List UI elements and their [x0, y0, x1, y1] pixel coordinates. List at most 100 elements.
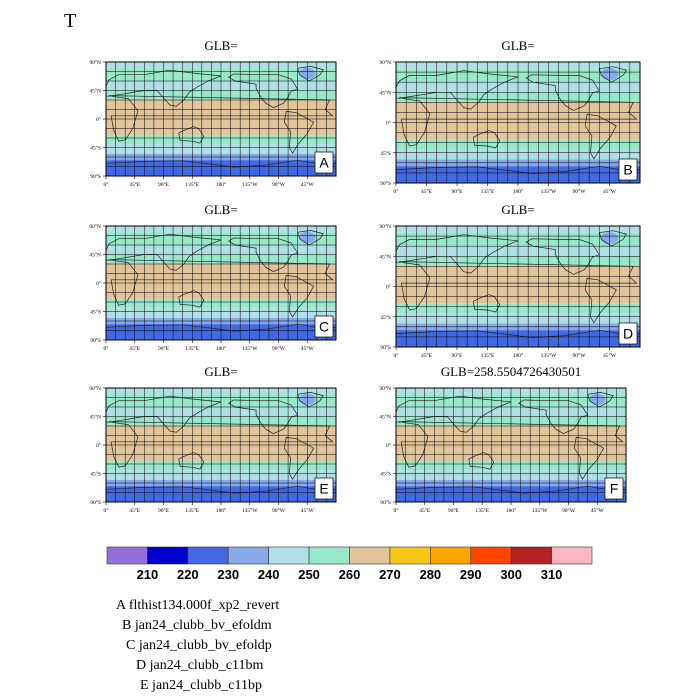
lon-tick-label: 135°W	[242, 507, 258, 514]
continent-outline	[598, 66, 627, 83]
continent-outline	[297, 230, 324, 246]
continent-outline	[472, 294, 501, 313]
lon-tick-label: 135°E	[481, 352, 495, 359]
lat-tick-label: 0°	[96, 116, 101, 123]
lat-tick-label: 0°	[386, 442, 391, 449]
continent-outline	[106, 233, 222, 271]
colorbar-tick-label: 230	[217, 567, 239, 582]
colorbar-tick-label: 240	[258, 567, 280, 582]
colorbar-swatch	[308, 546, 350, 565]
continent-outline	[283, 111, 315, 154]
lat-tick-label: 45°S	[90, 309, 101, 316]
continent-outline	[396, 395, 512, 433]
colorbar-swatch	[187, 546, 229, 565]
case-legend-entry: E jan24_clubb_c11bp	[140, 678, 262, 693]
lat-tick-label: 45°N	[379, 253, 391, 260]
continent-outline	[468, 452, 495, 470]
panel-letter-box	[314, 151, 334, 174]
lon-tick-label: 135°E	[185, 345, 199, 352]
lon-tick-label: 45°W	[591, 507, 605, 514]
continent-outline	[106, 69, 222, 107]
continent-outline	[472, 130, 501, 149]
continent-outline	[584, 278, 617, 324]
lon-tick-label: 0°	[394, 352, 399, 359]
case-legend: A flthist134.000f_xp2_revert B jan24_club…	[116, 598, 279, 693]
map-panel-f: GLB=258.550472643050190°N45°N0°45°S90°S0…	[379, 364, 627, 514]
tibet-plateau	[153, 91, 168, 99]
lat-tick-label: 90°N	[89, 59, 101, 66]
lon-tick-label: 90°E	[158, 345, 170, 352]
continent-outline	[178, 126, 205, 144]
lat-tick-label: 90°N	[89, 223, 101, 230]
continent-outline	[178, 452, 205, 470]
panel-title: GLB=	[204, 38, 237, 53]
lat-tick-label: 0°	[96, 442, 101, 449]
lon-tick-label: 90°E	[158, 181, 170, 188]
colorbar-swatch	[389, 546, 431, 565]
continent-outline	[587, 392, 614, 408]
colorbar-swatch	[349, 546, 391, 565]
map-panel-a: GLB=90°N45°N0°45°S90°S0° 45°E 90°E 135°E 180…	[89, 38, 337, 188]
lon-tick-label: 135°E	[185, 181, 199, 188]
colorbar-tick-label: 220	[177, 567, 199, 582]
continent-outline	[106, 159, 336, 176]
lon-tick-label: 135°W	[242, 181, 258, 188]
map-field	[396, 226, 640, 347]
lat-tick-label: 45°S	[380, 314, 391, 321]
panel-letter: D	[623, 326, 633, 342]
lat-tick-label: 0°	[386, 120, 391, 127]
continent-outline	[178, 290, 205, 308]
lon-tick-label: 135°W	[242, 345, 258, 352]
case-legend-entry: A flthist134.000f_xp2_revert	[116, 598, 279, 613]
lon-tick-label: 90°W	[272, 181, 286, 188]
lat-tick-label: 45°S	[380, 471, 391, 478]
map-field	[106, 388, 336, 502]
lon-tick-label: 180°	[216, 181, 226, 188]
case-legend-entry: B jan24_clubb_bv_efoldm	[122, 618, 272, 633]
lon-tick-label: 135°W	[541, 352, 557, 359]
lon-tick-label: 0°	[394, 507, 399, 514]
tibet-plateau	[153, 255, 168, 263]
lat-tick-label: 0°	[386, 284, 391, 291]
panel-title: GLB=258.5504726430501	[441, 364, 582, 379]
map-panel-c: GLB=90°N45°N0°45°S90°S0° 45°E 90°E 135°E 180…	[89, 202, 337, 352]
colorbar-swatch	[510, 546, 552, 565]
panel-letter: F	[610, 481, 619, 497]
lon-tick-label: 135°E	[185, 507, 199, 514]
lat-tick-label: 45°S	[90, 145, 101, 152]
panel-title: GLB=	[204, 202, 237, 217]
lon-tick-label: 45°W	[603, 352, 617, 359]
lon-tick-label: 90°W	[573, 188, 587, 195]
colorbar-swatch	[430, 546, 472, 565]
panel-title: GLB=	[501, 38, 534, 53]
lon-tick-label: 180°	[513, 188, 523, 195]
tibet-plateau	[443, 417, 458, 425]
lon-tick-label: 90°E	[448, 507, 460, 514]
lat-tick-label: 90°S	[90, 499, 101, 506]
colorbar-swatch	[551, 546, 593, 565]
case-legend-entry: D jan24_clubb_c11bm	[136, 658, 264, 673]
map-field	[396, 388, 626, 502]
lon-tick-label: 45°E	[421, 188, 433, 195]
colorbar-swatch	[470, 546, 512, 565]
lon-tick-label: 45°W	[301, 507, 315, 514]
lat-tick-label: 0°	[96, 280, 101, 287]
continent-outline	[584, 114, 617, 160]
lon-tick-label: 45°E	[421, 352, 433, 359]
continent-outline	[297, 392, 324, 408]
lon-tick-label: 135°E	[481, 188, 495, 195]
panel-letter-box	[314, 477, 334, 500]
panel-letter: C	[319, 319, 329, 335]
colorbar-tick-label: 300	[500, 567, 522, 582]
lon-tick-label: 45°W	[301, 181, 315, 188]
lat-tick-label: 90°N	[89, 385, 101, 392]
continent-outline	[106, 485, 336, 502]
lat-tick-label: 45°N	[379, 89, 391, 96]
lon-tick-label: 90°E	[451, 188, 463, 195]
lat-tick-label: 90°N	[379, 223, 391, 230]
lat-tick-label: 45°N	[89, 414, 101, 421]
continent-outline	[396, 70, 519, 110]
panel-letter-box	[314, 315, 334, 338]
continent-outline	[396, 165, 640, 183]
